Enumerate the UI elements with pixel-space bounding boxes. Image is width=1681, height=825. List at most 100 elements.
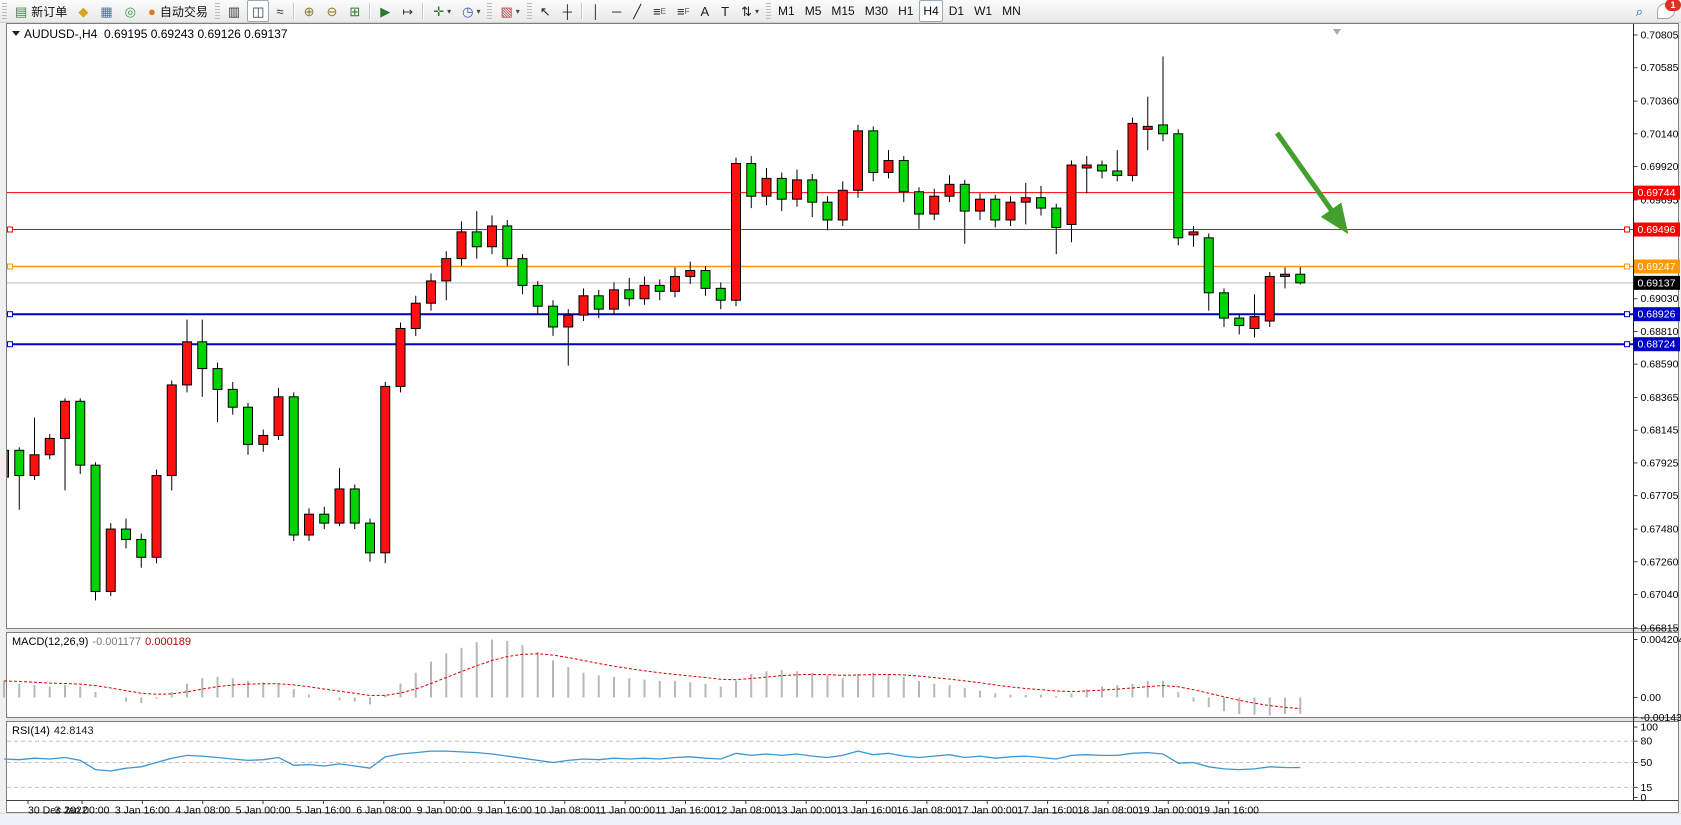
- candle: [853, 130, 863, 191]
- fibonacci-tool-icon: ≡: [677, 3, 685, 19]
- zoom-in-button[interactable]: ⊕: [299, 0, 320, 22]
- candlestick-type-button[interactable]: ◫: [247, 0, 270, 22]
- new-chart-button[interactable]: ✛ ▾: [428, 0, 455, 22]
- toolbar-separator: [369, 3, 372, 19]
- autotrading-button[interactable]: ● 自动交易: [143, 0, 212, 22]
- timeframe-d1-button[interactable]: D1: [945, 0, 968, 22]
- trendline-tool-button[interactable]: ╱: [628, 0, 646, 22]
- level-price-box-label: 0.68926: [1638, 309, 1676, 321]
- navigator-button[interactable]: ◎: [120, 0, 141, 22]
- line-drag-handle[interactable]: [1624, 341, 1630, 348]
- rsi-value: 42.8143: [53, 725, 94, 737]
- line-drag-handle[interactable]: [1624, 311, 1630, 318]
- profiles-button[interactable]: ◷ ▾: [457, 0, 484, 22]
- equidistant-channel-tool-button[interactable]: ≡ E: [648, 0, 670, 22]
- pane-separator[interactable]: [6, 717, 1678, 722]
- dropdown-arrow-icon[interactable]: ▾: [515, 6, 520, 16]
- bar-chart-type-button[interactable]: ▥: [223, 0, 245, 22]
- candle: [700, 270, 711, 289]
- dropdown-arrow-icon[interactable]: ▾: [476, 6, 481, 16]
- chart-title-dropdown-icon[interactable]: [12, 31, 20, 36]
- chart-shift-button[interactable]: ↦: [397, 0, 418, 22]
- chart-shift-marker-icon: [1333, 29, 1341, 35]
- pane-separator[interactable]: [6, 628, 1678, 633]
- candle: [273, 396, 284, 436]
- fibonacci-tool-button[interactable]: ≡ F: [672, 0, 693, 22]
- candle: [914, 191, 924, 215]
- timeframe-mn-button-label: MN: [1002, 4, 1021, 18]
- candle: [883, 160, 894, 173]
- chart-title: AUDUSD-,H4 0.69195 0.69243 0.69126 0.691…: [24, 27, 288, 41]
- candle: [487, 225, 497, 248]
- text-tool-button[interactable]: A: [696, 0, 715, 22]
- line-drag-handle[interactable]: [1624, 263, 1630, 270]
- chat-button[interactable]: 1: [1657, 0, 1681, 19]
- level-price-box: [1634, 185, 1680, 200]
- timeframe-m5-button[interactable]: M5: [801, 0, 826, 22]
- time-axis-label: 18 Jan 08:00: [1078, 805, 1139, 817]
- candle: [685, 270, 696, 277]
- text-label-tool-button[interactable]: T: [716, 0, 734, 22]
- line-drag-handle[interactable]: [7, 226, 13, 233]
- dropdown-arrow-icon[interactable]: ▾: [447, 6, 452, 16]
- timeframe-m1-button[interactable]: M1: [774, 0, 799, 22]
- candle: [14, 449, 25, 477]
- candle: [944, 183, 955, 197]
- new-chart-icon: ✛: [433, 3, 445, 19]
- time-axis-label: 3 Jan 00:00: [55, 805, 110, 817]
- down-trend-arrow[interactable]: [1274, 131, 1349, 235]
- vertical-line-tool-button[interactable]: │: [587, 0, 605, 22]
- timeframe-mn-button[interactable]: MN: [998, 0, 1025, 22]
- tile-windows-button[interactable]: ⊞: [344, 0, 365, 22]
- expert-advisors-button[interactable]: ◆: [73, 0, 93, 22]
- arrows-tool-icon: ⇅: [741, 3, 753, 19]
- line-drag-handle[interactable]: [7, 311, 13, 318]
- time-axis-label: 19 Jan 00:00: [1138, 805, 1199, 817]
- timeframe-h4-button-label: H4: [923, 4, 939, 18]
- zoom-out-button[interactable]: ⊖: [321, 0, 342, 22]
- timeframe-m30-button[interactable]: M30: [861, 0, 892, 22]
- line-drag-handle[interactable]: [1624, 226, 1630, 233]
- level-price-box: [1634, 259, 1680, 274]
- search-button[interactable]: ⌕: [1631, 0, 1648, 22]
- vertical-line-tool-icon: │: [591, 3, 601, 19]
- arrows-tool-button[interactable]: ⇅ ▾: [736, 0, 763, 22]
- candle: [654, 284, 665, 292]
- candle: [1020, 197, 1031, 203]
- price-axis-tick-label: 0.70360: [1641, 96, 1679, 108]
- timeframe-w1-button[interactable]: W1: [970, 0, 996, 22]
- market-watch-button[interactable]: ▦: [95, 0, 117, 22]
- horizontal-line-tool-button[interactable]: ─: [607, 0, 626, 22]
- indicators-button[interactable]: ▧ ▾: [495, 0, 523, 22]
- candle: [1249, 316, 1260, 329]
- cursor-tool-button[interactable]: ↖: [535, 0, 556, 22]
- candle: [670, 275, 680, 292]
- candle: [532, 284, 543, 307]
- line-chart-type-button[interactable]: ≈: [271, 0, 288, 22]
- candle: [365, 522, 375, 554]
- price-axis-tick-label: 0.69030: [1641, 293, 1679, 305]
- candle: [44, 437, 55, 456]
- dropdown-arrow-icon[interactable]: ▾: [755, 6, 760, 16]
- macd-axis-label: -0.001433: [1641, 712, 1681, 724]
- candle: [868, 130, 879, 173]
- rsi-axis-label: 80: [1641, 736, 1653, 748]
- rsi-line: [3, 750, 1301, 772]
- toolbar-grip: [214, 3, 220, 19]
- timeframe-m15-button[interactable]: M15: [827, 0, 858, 22]
- price-axis-tick-label: 0.67260: [1641, 556, 1679, 568]
- time-axis-label: 9 Jan 00:00: [417, 805, 472, 817]
- auto-scroll-button[interactable]: ▶: [375, 0, 395, 22]
- time-axis-label: 9 Jan 16:00: [477, 805, 532, 817]
- candle: [243, 406, 253, 445]
- line-drag-handle[interactable]: [7, 263, 13, 270]
- timeframe-m30-button-label: M30: [864, 4, 889, 18]
- crosshair-tool-button[interactable]: ┼: [558, 0, 577, 22]
- line-drag-handle[interactable]: [7, 341, 13, 348]
- timeframe-h4-button[interactable]: H4: [919, 0, 943, 22]
- line-chart-type-icon: ≈: [276, 3, 284, 19]
- timeframe-h1-button[interactable]: H1: [894, 0, 917, 22]
- candle: [471, 231, 482, 248]
- new-order-button[interactable]: ▤ 新订单: [10, 0, 71, 22]
